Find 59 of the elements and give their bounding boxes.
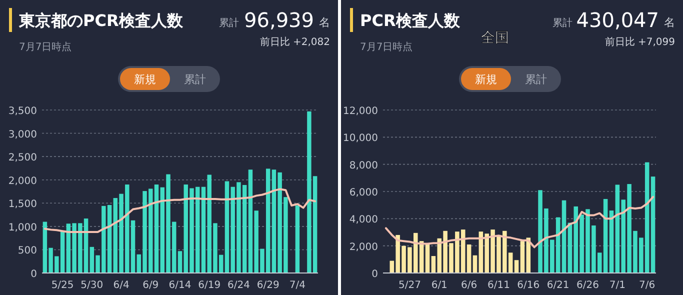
- chart-subtitle: 7月7日時点: [360, 41, 413, 53]
- y-tick-label: 6,000: [349, 188, 378, 198]
- x-tick-label: 6/1: [431, 280, 448, 291]
- x-tick-label: 6/19: [198, 280, 221, 291]
- text: 累計: [219, 17, 239, 29]
- text: 累計: [184, 73, 206, 86]
- bar: [520, 241, 525, 273]
- text: 名: [319, 16, 330, 29]
- text: 新規: [134, 73, 156, 86]
- x-tick-label: 6/11: [487, 280, 510, 291]
- y-tick-label: 10,000: [343, 133, 378, 144]
- text: 全国: [481, 30, 509, 46]
- bar: [178, 251, 182, 273]
- text: 累計: [552, 17, 572, 29]
- x-tick-label: 6/29: [256, 280, 280, 291]
- x-tick-label: 6/14: [168, 280, 192, 291]
- text: 名: [664, 16, 675, 29]
- y-tick-label: 12,000: [343, 106, 378, 117]
- x-tick-label: 6/6: [461, 280, 478, 291]
- chart-title: 東京都のPCR検査人数: [18, 11, 184, 30]
- text: 96,939: [244, 8, 314, 32]
- bar: [609, 210, 614, 273]
- bar: [472, 255, 478, 273]
- text: 前日比 +7,099: [604, 36, 675, 48]
- y-tick-label: 0: [372, 269, 378, 280]
- x-tick-label: 6/9: [142, 280, 159, 291]
- x-tick-label: 7/4: [289, 280, 306, 291]
- y-tick-label: 2,000: [349, 242, 378, 253]
- x-tick-label: 5/30: [80, 280, 104, 291]
- x-tick-label: 7/6: [639, 280, 656, 291]
- chart-subtitle: 7月7日時点: [19, 41, 72, 53]
- bar: [650, 176, 656, 273]
- x-tick-label: 6/26: [576, 280, 599, 291]
- x-tick-label: 6/16: [517, 280, 540, 291]
- y-tick-label: 1,000: [8, 222, 37, 234]
- text: 新規: [475, 73, 497, 86]
- y-tick-label: 2,000: [8, 176, 37, 187]
- bar: [514, 260, 519, 273]
- x-tick-label: 5/25: [51, 280, 74, 291]
- y-tick-label: 500: [18, 246, 37, 257]
- text: 累計: [525, 73, 547, 86]
- text: 前日比 +2,082: [260, 36, 330, 48]
- line-series: [384, 196, 654, 248]
- y-tick-label: 0: [30, 269, 37, 280]
- x-tick-label: 6/4: [113, 280, 130, 291]
- y-tick-label: 3,500: [8, 106, 37, 117]
- y-tick-label: 2,500: [8, 152, 37, 164]
- x-tick-label: 6/24: [227, 280, 250, 291]
- y-tick-label: 4,000: [349, 214, 378, 226]
- y-tick-label: 3,000: [8, 129, 37, 140]
- chart-title: PCR検査人数: [360, 11, 461, 30]
- y-tick-label: 1,500: [8, 199, 37, 210]
- text: 430,047: [576, 8, 659, 32]
- y-tick-label: 8,000: [349, 160, 378, 172]
- x-tick-label: 6/21: [546, 280, 570, 291]
- line-series: [44, 188, 316, 234]
- x-tick-label: 5/27: [398, 280, 421, 291]
- x-tick-label: 7/1: [609, 280, 626, 291]
- bar: [295, 205, 300, 273]
